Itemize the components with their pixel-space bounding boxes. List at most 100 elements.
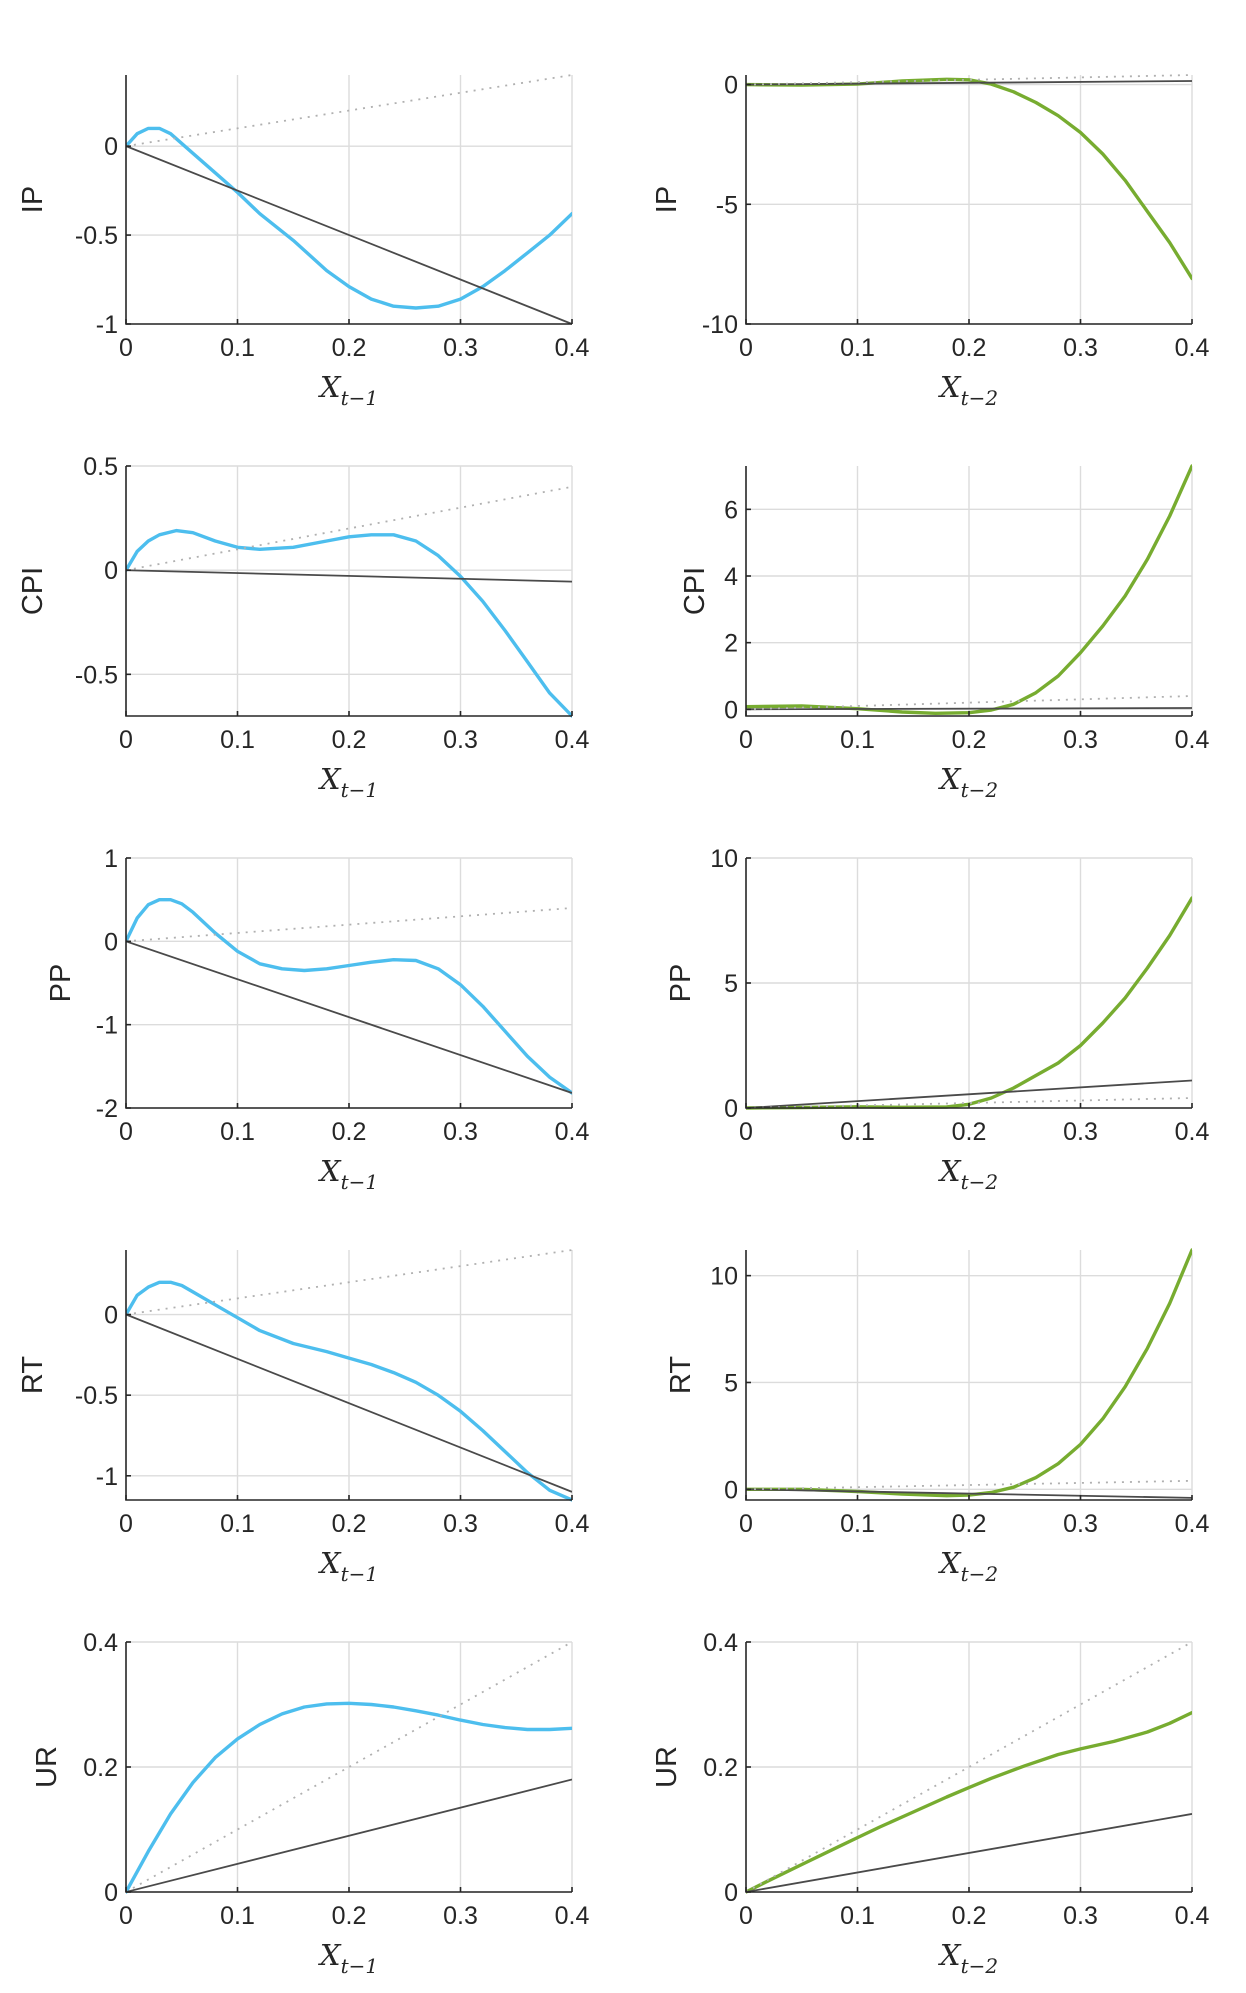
- chart-1-series-identity: [126, 74, 572, 147]
- chart-5-ytick-label-1: -1: [96, 1012, 118, 1040]
- chart-2: 0 0.1 0.2 0.3 0.4 -10 -5 0 IP Xt−2: [651, 72, 1209, 410]
- chart-1-series-linear: [126, 145, 572, 325]
- chart-4-ylabel: CPI: [679, 567, 711, 615]
- chart-2-ytick-label-2: 0: [724, 72, 738, 100]
- chart-6-xlabel: Xt−2: [938, 1154, 998, 1194]
- chart-1-xlabel: Xt−1: [318, 370, 378, 410]
- chart-6-ytick-label-0: 0: [724, 1095, 738, 1123]
- chart-9: 0 0.1 0.2 0.3 0.4 0 0.2 0.4 UR Xt−1: [31, 1629, 589, 1978]
- chart-6-series-linear: [746, 1079, 1192, 1109]
- chart-9-xtick-label-1: 0.1: [220, 1902, 255, 1930]
- chart-4-xtick-label-2: 0.2: [952, 726, 987, 754]
- chart-7: 0 0.1 0.2 0.3 0.4 -1 -0.5 0 RT Xt−1: [17, 1249, 589, 1586]
- chart-6-series-curve: [746, 896, 1192, 1110]
- chart-9-ytick-label-0: 0: [104, 1879, 118, 1907]
- chart-8-xtick-label-3: 0.3: [1063, 1510, 1098, 1538]
- chart-3-xtick-label-0: 0: [119, 726, 133, 754]
- chart-3-xtick-label-2: 0.2: [332, 726, 367, 754]
- chart-10-series-linear: [746, 1813, 1192, 1893]
- chart-5-series-curve: [126, 898, 572, 1095]
- chart-3-xtick-label-3: 0.3: [443, 726, 478, 754]
- chart-4-xtick-label-3: 0.3: [1063, 726, 1098, 754]
- chart-1-xtick-label-4: 0.4: [555, 334, 590, 362]
- chart-6-xtick-label-4: 0.4: [1175, 1118, 1210, 1146]
- chart-8-xlabel: Xt−2: [938, 1546, 998, 1586]
- chart-5-ytick-label-3: 1: [104, 845, 118, 873]
- chart-9-ytick-label-2: 0.4: [83, 1629, 118, 1657]
- chart-4-ytick-label-1: 2: [724, 630, 738, 658]
- chart-6-ytick-label-2: 10: [710, 845, 738, 873]
- chart-10-xtick-label-1: 0.1: [840, 1902, 875, 1930]
- chart-10-series-curve: [746, 1710, 1192, 1894]
- chart-5-xtick-label-0: 0: [119, 1118, 133, 1146]
- chart-9-series-linear: [126, 1778, 572, 1893]
- chart-3-series-curve: [126, 528, 572, 718]
- chart-2-ytick-label-1: -5: [716, 191, 738, 219]
- chart-3-ytick-label-1: 0: [104, 557, 118, 585]
- chart-10-xtick-label-0: 0: [739, 1902, 753, 1930]
- chart-5-xtick-label-2: 0.2: [332, 1118, 367, 1146]
- chart-2-series-linear: [746, 80, 1192, 86]
- chart-8-ytick-label-0: 0: [724, 1476, 738, 1504]
- chart-7-ylabel: RT: [17, 1356, 49, 1394]
- chart-4-xtick-label-1: 0.1: [840, 726, 875, 754]
- chart-8-xtick-label-4: 0.4: [1175, 1510, 1210, 1538]
- chart-4-series-curve: [746, 464, 1192, 715]
- chart-5-series-linear: [126, 940, 572, 1094]
- chart-7-ytick-label-2: 0: [104, 1302, 118, 1330]
- chart-7-xtick-label-1: 0.1: [220, 1510, 255, 1538]
- chart-1-xtick-label-0: 0: [119, 334, 133, 362]
- chart-3-series-linear: [126, 569, 572, 583]
- chart-7-xtick-label-0: 0: [119, 1510, 133, 1538]
- chart-8-ytick-label-2: 10: [710, 1263, 738, 1291]
- chart-3: 0 0.1 0.2 0.3 0.4 -0.5 0 0.5 CPI Xt−1: [17, 453, 589, 802]
- chart-10-ytick-label-2: 0.4: [703, 1629, 738, 1657]
- chart-10-ytick-label-0: 0: [724, 1879, 738, 1907]
- chart-1-xtick-label-1: 0.1: [220, 334, 255, 362]
- chart-5-xtick-label-3: 0.3: [443, 1118, 478, 1146]
- chart-7-series-curve: [126, 1280, 572, 1502]
- chart-5: 0 0.1 0.2 0.3 0.4 -2 -1 0 1 PP Xt−1: [45, 845, 589, 1194]
- chart-9-ytick-label-1: 0.2: [83, 1754, 118, 1782]
- chart-10-xtick-label-2: 0.2: [952, 1902, 987, 1930]
- chart-9-xtick-label-2: 0.2: [332, 1902, 367, 1930]
- chart-8-series-linear: [746, 1488, 1192, 1499]
- chart-8-ytick-label-1: 5: [724, 1369, 738, 1397]
- chart-10-xtick-label-3: 0.3: [1063, 1902, 1098, 1930]
- chart-7-xtick-label-3: 0.3: [443, 1510, 478, 1538]
- chart-8-ylabel: RT: [665, 1356, 697, 1394]
- chart-10-xtick-label-4: 0.4: [1175, 1902, 1210, 1930]
- chart-10-ytick-label-1: 0.2: [703, 1754, 738, 1782]
- chart-1-ylabel: IP: [17, 186, 49, 213]
- chart-9-xtick-label-3: 0.3: [443, 1902, 478, 1930]
- chart-6-xtick-label-2: 0.2: [952, 1118, 987, 1146]
- chart-5-xtick-label-1: 0.1: [220, 1118, 255, 1146]
- chart-1-ytick-label-1: -0.5: [75, 222, 118, 250]
- chart-9-xtick-label-4: 0.4: [555, 1902, 590, 1930]
- chart-4-ytick-label-3: 6: [724, 496, 738, 524]
- chart-4-xtick-label-4: 0.4: [1175, 726, 1210, 754]
- chart-5-xtick-label-4: 0.4: [555, 1118, 590, 1146]
- chart-7-series-linear: [126, 1313, 572, 1493]
- chart-5-ylabel: PP: [45, 964, 77, 1003]
- chart-1-ytick-label-0: -1: [96, 311, 118, 339]
- chart-1-series-curve: [126, 126, 572, 310]
- chart-1-xtick-label-3: 0.3: [443, 334, 478, 362]
- chart-5-xlabel: Xt−1: [318, 1154, 378, 1194]
- chart-2-xlabel: Xt−2: [938, 370, 998, 410]
- chart-1-ytick-label-2: 0: [104, 133, 118, 161]
- chart-1-xtick-label-2: 0.2: [332, 334, 367, 362]
- chart-4-ytick-label-0: 0: [724, 696, 738, 724]
- chart-7-series-identity: [126, 1249, 572, 1316]
- chart-1: 0 0.1 0.2 0.3 0.4 -1 -0.5 0 IP Xt−1: [17, 74, 590, 410]
- chart-6-xtick-label-0: 0: [739, 1118, 753, 1146]
- chart-8-xtick-label-0: 0: [739, 1510, 753, 1538]
- chart-10-ylabel: UR: [651, 1746, 683, 1788]
- chart-4-ytick-label-2: 4: [724, 563, 738, 591]
- chart-2-xtick-label-1: 0.1: [840, 334, 875, 362]
- chart-3-xtick-label-1: 0.1: [220, 726, 255, 754]
- chart-7-xlabel: Xt−1: [318, 1546, 378, 1586]
- chart-5-ytick-label-0: -2: [96, 1095, 118, 1123]
- chart-6-ylabel: PP: [665, 964, 697, 1003]
